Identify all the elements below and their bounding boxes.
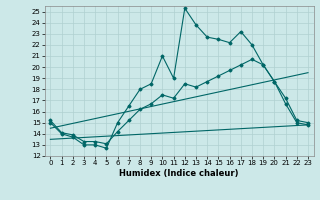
X-axis label: Humidex (Indice chaleur): Humidex (Indice chaleur) xyxy=(119,169,239,178)
